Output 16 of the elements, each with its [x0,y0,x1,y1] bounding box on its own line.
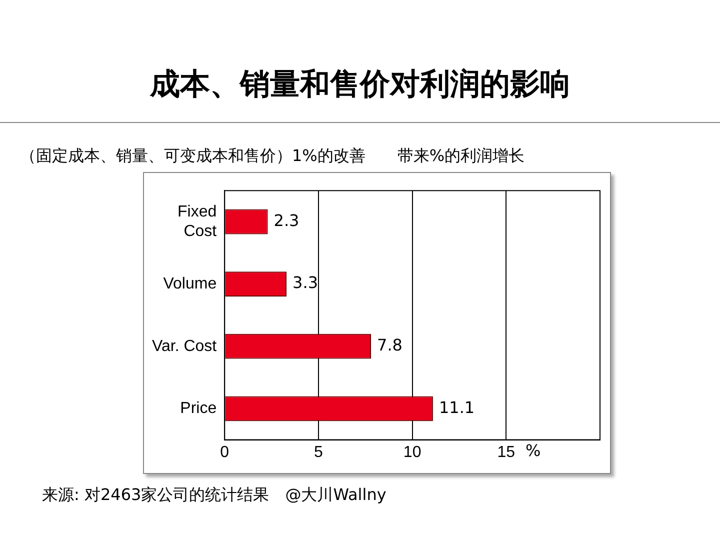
y-tick-label: Fixed Cost [177,204,218,240]
x-axis-title: % [526,440,541,460]
chart-title: 成本、销量和售价对利润的影响 [148,66,571,104]
y-tick-label: Volume [163,275,217,292]
data-label: 11.1 [438,398,475,417]
x-tick-label: 15 [497,444,516,461]
y-tick-label: Var. Cost [152,338,218,355]
x-tick-label: 0 [220,444,230,461]
source-note: 来源: 对2463家公司的统计结果 @大川Wallny [42,484,388,506]
data-label: 7.8 [377,336,402,355]
x-tick-label: 10 [403,444,422,461]
data-label: 2.3 [274,210,300,230]
x-tick-label: 5 [314,444,324,461]
y-tick-label: Price [180,400,217,418]
data-label: 3.3 [292,273,318,292]
chart-subtitle: （固定成本、销量、可变成本和售价）1%的改善 带来%的利润增长 [20,146,525,167]
